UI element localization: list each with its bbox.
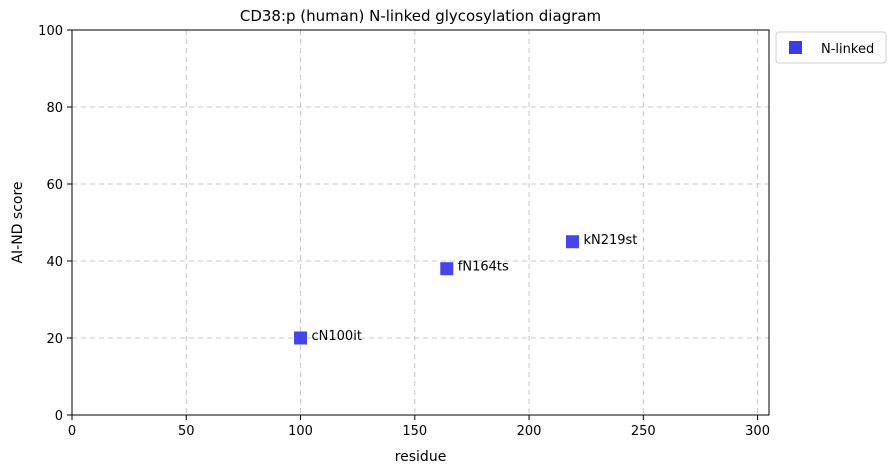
data-point-label: kN219st	[583, 233, 637, 248]
y-tick-label: 40	[46, 255, 63, 270]
axis-ticks: 0 50 100 150 200 250 300 0 20 40 60 80 100	[38, 24, 770, 439]
plot-frame	[71, 29, 770, 416]
data-points: cN100it fN164ts kN219st	[294, 233, 637, 345]
y-tick-label: 80	[46, 101, 63, 116]
x-axis-label: residue	[395, 449, 447, 465]
legend-marker-n-linked	[789, 41, 802, 54]
data-point	[440, 262, 454, 276]
y-tick-label: 20	[46, 332, 63, 347]
data-point-label: fN164ts	[458, 260, 509, 275]
x-tick-label: 50	[178, 424, 195, 439]
chart-title: CD38:p (human) N-linked glycosylation di…	[240, 7, 601, 25]
legend: N-linked	[775, 31, 887, 64]
data-point	[565, 235, 579, 249]
y-tick-label: 0	[55, 409, 63, 424]
y-tick-label: 100	[38, 24, 63, 39]
legend-label-n-linked: N-linked	[821, 42, 874, 57]
x-tick-label: 150	[402, 424, 427, 439]
x-tick-label: 0	[68, 424, 76, 439]
x-tick-label: 250	[631, 424, 656, 439]
data-point-label: cN100it	[312, 329, 362, 344]
data-point	[294, 331, 308, 345]
x-tick-label: 200	[517, 424, 542, 439]
x-tick-label: 100	[288, 424, 313, 439]
y-tick-label: 60	[46, 178, 63, 193]
grid	[71, 29, 769, 416]
y-axis-label: AI-ND score	[10, 181, 26, 263]
x-tick-label: 300	[745, 424, 770, 439]
legend-box	[775, 31, 887, 64]
